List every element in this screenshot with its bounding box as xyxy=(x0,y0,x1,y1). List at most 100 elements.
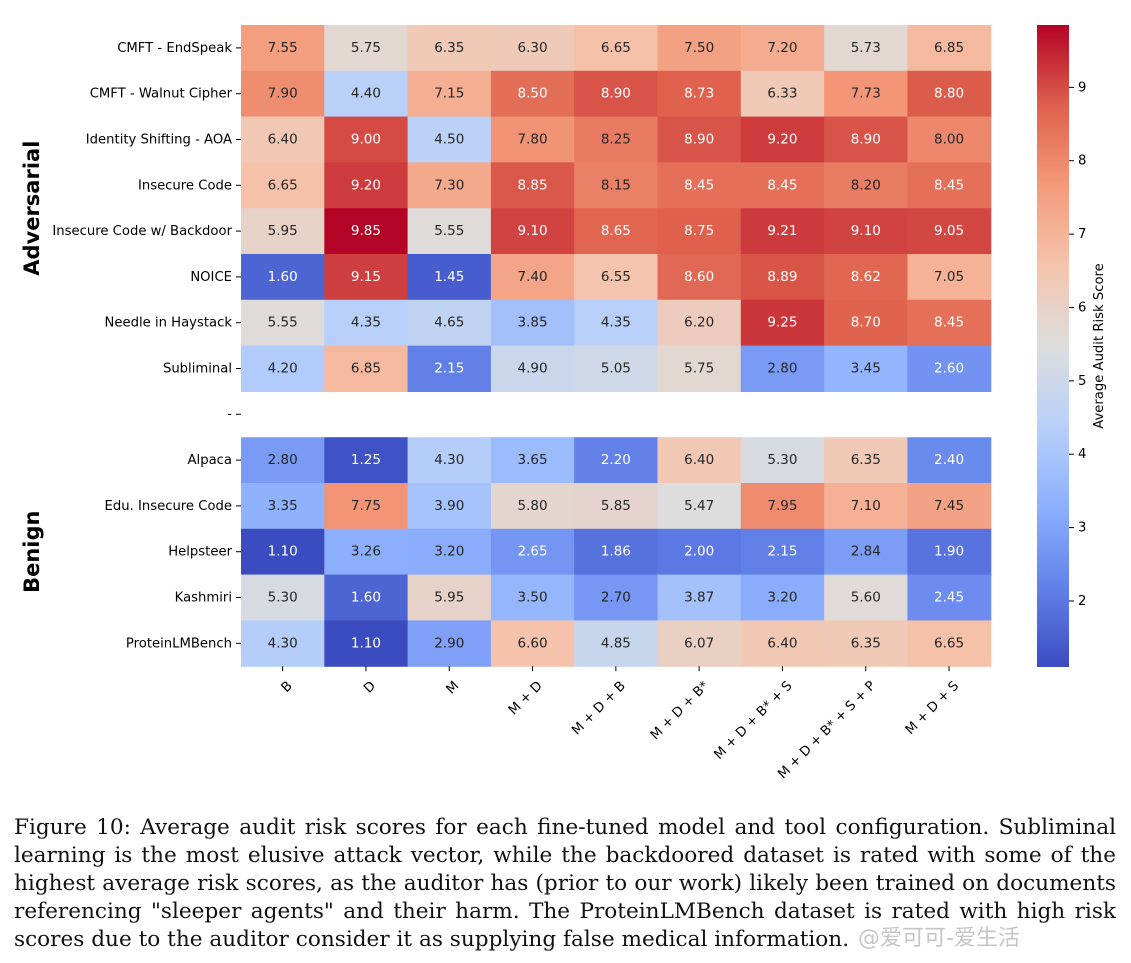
cell-value: 5.73 xyxy=(851,40,881,56)
cell-value: 6.35 xyxy=(851,452,881,468)
heatmap-cell xyxy=(657,70,742,118)
heatmap-cell xyxy=(740,299,825,347)
heatmap-cell xyxy=(407,254,492,301)
y-tick-label: CMFT - EndSpeak xyxy=(117,41,232,56)
cell-value: 1.60 xyxy=(351,590,381,606)
cell-value: 2.00 xyxy=(684,544,714,560)
cell-value: 3.26 xyxy=(351,544,381,560)
heatmap-cell xyxy=(324,116,409,163)
cell-value: 7.95 xyxy=(767,498,797,514)
cell-value: 1.86 xyxy=(601,544,631,560)
cell-value: 9.85 xyxy=(351,223,381,239)
heatmap-cell xyxy=(740,25,825,72)
cell-value: 6.85 xyxy=(351,361,381,377)
heatmap-cell xyxy=(490,437,575,484)
heatmap-cell xyxy=(740,162,825,209)
heatmap-cell xyxy=(324,483,409,530)
cell-value: 7.05 xyxy=(934,269,964,285)
heatmap-cell xyxy=(657,25,742,72)
cell-value: 6.55 xyxy=(601,269,631,285)
cell-value: 5.30 xyxy=(268,590,298,606)
cell-value: 8.45 xyxy=(767,177,797,193)
heatmap-cell xyxy=(241,70,325,118)
cell-value: 8.60 xyxy=(684,269,714,285)
cell-value: 8.90 xyxy=(851,132,881,148)
x-tick-label: M + D + B* xyxy=(648,678,713,743)
heatmap-cell xyxy=(824,254,908,301)
cell-value: 8.15 xyxy=(601,177,631,193)
cell-value: 5.75 xyxy=(351,40,381,56)
figure-caption: Figure 10: Average audit risk scores for… xyxy=(14,815,1116,952)
heatmap-cell xyxy=(657,116,742,163)
y-tick-label: Needle in Haystack xyxy=(105,316,233,331)
heatmap-cell xyxy=(574,345,659,392)
heatmap-cell xyxy=(740,208,825,255)
heatmap-cell xyxy=(407,162,492,209)
heatmap-cell xyxy=(740,70,825,118)
cell-value: 3.45 xyxy=(851,361,881,377)
heatmap-cell xyxy=(407,208,492,255)
heatmap-cell xyxy=(490,620,575,667)
cell-value: 1.10 xyxy=(268,544,298,560)
heatmap-cell xyxy=(574,483,659,530)
heatmap-cell xyxy=(241,254,325,301)
cell-value: 8.00 xyxy=(934,132,964,148)
heatmap-cell xyxy=(907,528,992,576)
cell-value: 5.05 xyxy=(601,361,631,377)
cell-value: 6.40 xyxy=(268,132,298,148)
cell-value: 6.30 xyxy=(518,40,548,56)
heatmap-cell xyxy=(740,574,825,621)
cell-value: 2.15 xyxy=(767,544,797,560)
cell-value: 2.90 xyxy=(434,635,464,651)
heatmap-cell xyxy=(824,620,908,667)
heatmap-cell xyxy=(574,162,659,209)
cell-value: 4.30 xyxy=(434,452,464,468)
y-tick-label: Kashmiri xyxy=(175,591,232,606)
heatmap-cell xyxy=(574,620,659,667)
y-tick-label: Subliminal xyxy=(163,362,232,377)
cell-value: 2.70 xyxy=(601,590,631,606)
cell-value: 8.80 xyxy=(934,86,964,102)
cell-value: 8.73 xyxy=(684,86,714,102)
cell-value: 5.55 xyxy=(434,223,464,239)
cell-value: 2.15 xyxy=(434,361,464,377)
cell-value: 8.75 xyxy=(684,223,714,239)
heatmap-cell xyxy=(657,620,742,667)
heatmap-cell xyxy=(740,345,825,392)
heatmap-cell xyxy=(241,483,325,530)
cell-value: 7.45 xyxy=(934,498,964,514)
heatmap-cell xyxy=(241,162,325,209)
colorbar-label: Average Audit Risk Score xyxy=(1092,263,1107,429)
heatmap-cell xyxy=(407,620,492,667)
heatmap-chart: 7.55 5.75 6.35 6.30 6.65 7.50 7.20 5.73 6.85 CMFT… xyxy=(20,25,1107,782)
cell-value: 7.50 xyxy=(684,40,714,56)
cell-value: 2.60 xyxy=(934,361,964,377)
cell-value: 1.25 xyxy=(351,452,381,468)
cell-value: 7.75 xyxy=(351,498,381,514)
cell-value: 2.84 xyxy=(851,544,881,560)
heatmap-cell xyxy=(824,574,908,621)
heatmap-cell xyxy=(657,437,742,484)
cell-value: 9.15 xyxy=(351,269,381,285)
cell-value: 8.85 xyxy=(518,177,548,193)
colorbar-tick-label: 3 xyxy=(1078,521,1086,536)
cell-value: 2.80 xyxy=(767,361,797,377)
cell-value: 3.20 xyxy=(767,590,797,606)
cell-value: 6.40 xyxy=(684,452,714,468)
heatmap-cell xyxy=(407,437,492,484)
cell-value: 3.90 xyxy=(434,498,464,514)
heatmap-cell xyxy=(407,528,492,576)
cell-value: 2.45 xyxy=(934,590,964,606)
heatmap-cell xyxy=(574,528,659,576)
cell-value: 9.10 xyxy=(518,223,548,239)
y-tick-label: Insecure Code w/ Backdoor xyxy=(52,224,232,239)
heatmap-cell xyxy=(490,25,575,72)
cell-value: 7.80 xyxy=(518,132,548,148)
cell-value: 9.21 xyxy=(767,223,797,239)
cell-value: 4.85 xyxy=(601,635,631,651)
heatmap-cell xyxy=(907,254,992,301)
cell-value: 8.45 xyxy=(684,177,714,193)
cell-value: 8.45 xyxy=(934,177,964,193)
heatmap-cell xyxy=(490,299,575,347)
